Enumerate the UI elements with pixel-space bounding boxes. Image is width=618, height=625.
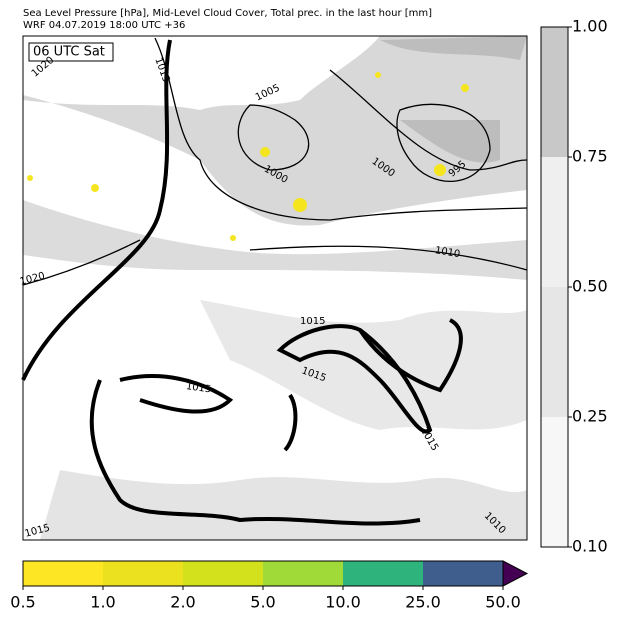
title: Sea Level Pressure [hPa], Mid-Level Clou… [23,8,432,19]
colorbar-segment [541,417,568,547]
colorbar-segment [343,561,423,586]
colorbar-frame [22,560,503,587]
isobar-label: 1010 [434,245,461,260]
colorbar-segment [103,561,183,586]
colorbar-tick-label: 2.0 [170,593,195,612]
colorbar-segment [541,157,568,287]
colorbar-segment [541,287,568,417]
colorbar-segment [541,27,568,157]
subtitle: WRF 04.07.2019 18:00 UTC +36 [23,20,185,31]
colorbar-tick-label: 1.0 [90,593,115,612]
isobar-label: 1015 [185,381,212,395]
colorbar-segment [23,561,103,586]
colorbar-tick-label: 0.10 [572,537,608,556]
isobar-label: 1015 [300,316,325,327]
colorbar-tick-label: 0.25 [572,407,608,426]
map: 06 UTC Sat 1015 1020 1005 1000 1000 995 … [19,35,528,541]
colorbar-tick-label: 1.00 [572,17,608,36]
colorbar-tick-label: 10.0 [325,593,361,612]
colorbars: 0.10 0.25 0.50 0.75 1.00 0.5 1.0 2.0 5.0 10.0 25.0… [10,17,607,612]
colorbar-tick-label: 5.0 [250,593,275,612]
colorbar-tick-label: 0.50 [572,277,608,296]
colorbar-tick-label: 0.5 [10,593,35,612]
colorbar-tick-label: 50.0 [485,593,521,612]
time-label: 06 UTC Sat [33,45,105,60]
colorbar-extend [502,560,529,587]
colorbar-frame [540,26,569,548]
colorbar-segment [263,561,343,586]
colorbar-tick-label: 25.0 [405,593,441,612]
colorbar-segment [183,561,263,586]
colorbar-tick-label: 0.75 [572,147,608,166]
colorbar-segment [423,561,503,586]
